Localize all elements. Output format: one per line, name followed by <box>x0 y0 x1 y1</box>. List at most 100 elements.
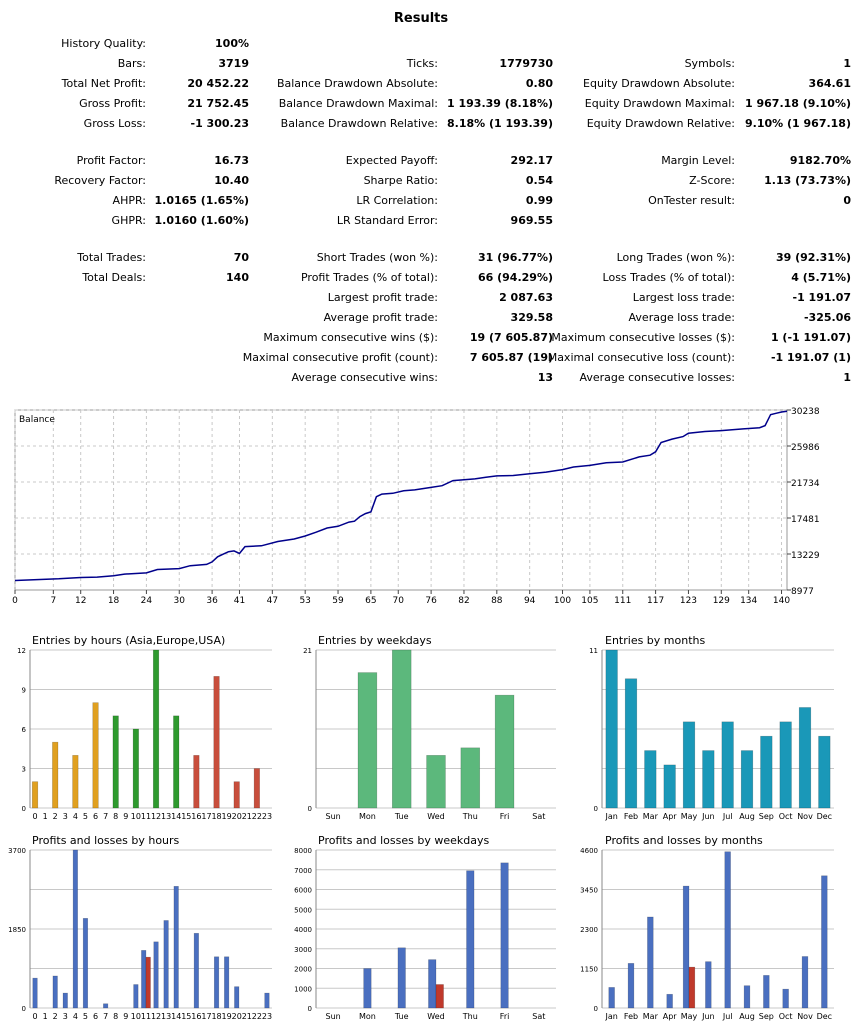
bar <box>173 715 180 809</box>
x-tick-label: 41 <box>234 596 245 605</box>
stat-value: 100% <box>215 37 249 50</box>
stat-value: 66 (94.29%) <box>477 271 553 284</box>
stat-value: 292.17 <box>510 154 553 167</box>
bar <box>72 755 79 809</box>
stat-label: Total Trades: <box>77 251 146 264</box>
bar <box>818 735 831 809</box>
x-tick-label: 23 <box>262 1012 272 1021</box>
x-tick-label: 11 <box>141 1012 151 1021</box>
bar <box>234 986 240 1009</box>
x-tick-label: Wed <box>427 812 444 821</box>
bar <box>663 764 676 809</box>
x-tick-label: 7 <box>103 1012 108 1021</box>
chart-title: Profits and losses by hours <box>32 834 180 847</box>
stat-value: 7 605.87 (19) <box>469 351 553 364</box>
x-tick-label: 17 <box>201 1012 211 1021</box>
x-tick-label: Sep <box>759 1012 774 1021</box>
stat-label: Recovery Factor: <box>54 174 146 187</box>
stat-value: 1779730 <box>499 57 553 70</box>
x-tick-label: Apr <box>663 1012 678 1021</box>
x-tick-label: Wed <box>427 1012 444 1021</box>
bar <box>133 984 139 1009</box>
stat-label: Profit Factor: <box>76 154 146 167</box>
x-tick-label: 10 <box>131 1012 141 1021</box>
stat-value: 70 <box>233 251 249 264</box>
bar <box>466 870 475 1009</box>
y-tick-label: 3 <box>22 766 26 774</box>
stat-label: LR Standard Error: <box>336 214 438 227</box>
stat-label: Largest profit trade: <box>327 291 438 304</box>
bar <box>460 747 481 809</box>
y-tick-label: 0 <box>22 1005 26 1013</box>
stat-value: 969.55 <box>510 214 553 227</box>
x-tick-label: 65 <box>365 596 376 605</box>
stat-label: Maximal consecutive loss (count): <box>547 351 735 364</box>
stat-value: 0.54 <box>525 174 553 187</box>
x-tick-label: 9 <box>123 1012 128 1021</box>
stat-value: 1.13 (73.73%) <box>764 174 851 187</box>
stat-value: 0 <box>843 194 851 207</box>
x-tick-label: Aug <box>739 812 755 821</box>
y-tick-label: 12 <box>17 647 26 655</box>
x-tick-label: 111 <box>614 596 631 605</box>
y-tick-label: 9 <box>22 687 26 695</box>
x-tick-label: 6 <box>93 1012 98 1021</box>
y-tick-label: 11 <box>589 647 598 655</box>
x-tick-label: 15 <box>181 1012 191 1021</box>
y-tick-label: 0 <box>594 805 598 813</box>
x-tick-label: 117 <box>647 596 664 605</box>
stat-value: 1 967.18 (9.10%) <box>745 97 851 110</box>
stat-value: -1 191.07 <box>792 291 852 304</box>
bar <box>705 961 712 1009</box>
stat-label: Gross Loss: <box>83 117 146 130</box>
y-tick-label: 8000 <box>294 847 312 855</box>
plot-area <box>14 409 788 591</box>
x-tick-label: 123 <box>680 596 697 605</box>
x-tick-label: Tue <box>394 812 409 821</box>
chart-title: Entries by hours (Asia,Europe,USA) <box>32 634 225 647</box>
report-title: Results <box>393 11 449 26</box>
bar <box>740 750 754 809</box>
x-tick-label: Apr <box>663 812 678 821</box>
stat-value: 1.0165 (1.65%) <box>154 194 250 207</box>
y-tick-label: 0 <box>308 1005 312 1013</box>
x-tick-label: 4 <box>73 812 78 821</box>
bar <box>608 987 615 1009</box>
stat-value: 1.0160 (1.60%) <box>154 214 250 227</box>
bar <box>721 721 734 809</box>
stat-label: OnTester result: <box>648 194 735 207</box>
x-tick-label: 100 <box>554 596 571 605</box>
stat-label: Largest loss trade: <box>632 291 735 304</box>
x-tick-label: 18 <box>108 596 120 605</box>
stat-label: Loss Trades (% of total): <box>602 271 735 284</box>
x-tick-label: Oct <box>779 812 793 821</box>
x-tick-label: 18 <box>211 812 221 821</box>
x-tick-label: Thu <box>462 812 478 821</box>
x-tick-label: Fri <box>500 812 510 821</box>
y-tick-label: 0 <box>594 1005 598 1013</box>
x-tick-label: 134 <box>740 596 757 605</box>
bar <box>62 992 68 1009</box>
y-tick-label: 4000 <box>294 926 312 934</box>
y-tick-label: 21734 <box>791 479 820 489</box>
balance-chart-title: Balance <box>19 415 55 425</box>
stat-label: Equity Drawdown Maximal: <box>584 97 735 110</box>
x-tick-label: 20 <box>232 1012 242 1021</box>
y-tick-label: 30238 <box>791 407 820 417</box>
bar <box>52 975 58 1009</box>
x-tick-label: 12 <box>151 1012 161 1021</box>
x-tick-label: 0 <box>12 596 18 605</box>
stat-value: -1 300.23 <box>190 117 250 130</box>
bar <box>141 950 147 1009</box>
chart-title: Entries by weekdays <box>318 634 432 647</box>
bar <box>724 851 731 1009</box>
bar <box>763 975 770 1009</box>
y-tick-label: 13229 <box>791 551 820 561</box>
x-tick-label: Nov <box>797 1012 813 1021</box>
bar <box>193 755 200 809</box>
bar <box>357 672 378 809</box>
bar <box>72 849 78 1009</box>
stat-label: Average loss trade: <box>628 311 735 324</box>
x-tick-label: 2 <box>53 812 58 821</box>
